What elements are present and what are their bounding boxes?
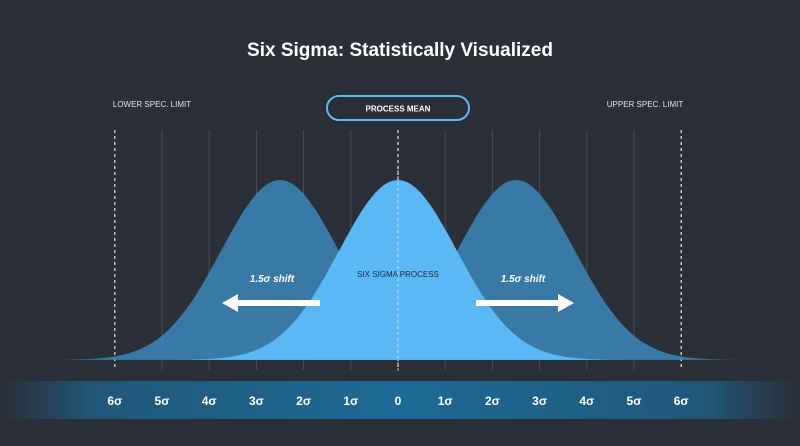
sigma-tick-label: 5σ (155, 394, 170, 408)
six-sigma-process-label: SIX SIGMA PROCESS (357, 270, 439, 279)
sigma-axis-ticks: 6σ 5σ 4σ 3σ 2σ 1σ 0 1σ 2σ 3σ 4σ 5σ 6σ (107, 394, 688, 408)
sigma-tick-label: 3σ (249, 394, 264, 408)
left-shift-arrow (222, 294, 320, 312)
sigma-tick-label: 5σ (627, 394, 642, 408)
sigma-tick-label: 3σ (532, 394, 547, 408)
sigma-axis-band (0, 381, 800, 419)
right-shift-label: 1.5σ shift (501, 274, 546, 285)
process-mean-label: PROCESS MEAN (366, 105, 431, 114)
sigma-tick-label: 0 (395, 394, 402, 408)
left-shift-label: 1.5σ shift (250, 274, 295, 285)
sigma-tick-label: 4σ (579, 394, 594, 408)
sigma-tick-label: 4σ (202, 394, 217, 408)
sigma-tick-label: 2σ (485, 394, 500, 408)
sigma-tick-label: 1σ (343, 394, 358, 408)
sigma-tick-label: 1σ (438, 394, 453, 408)
page-title: Six Sigma: Statistically Visualized (247, 40, 553, 61)
process-mean-pill: PROCESS MEAN (326, 95, 470, 121)
sigma-tick-label: 6σ (107, 394, 122, 408)
distribution-curves (53, 180, 743, 360)
lower-spec-limit-label: LOWER SPEC. LIMIT (113, 100, 191, 109)
right-shift-arrow (476, 294, 574, 312)
sigma-tick-label: 2σ (296, 394, 311, 408)
left-shifted-curve (53, 180, 507, 360)
upper-spec-limit-label: UPPER SPEC. LIMIT (607, 100, 684, 109)
right-shifted-curve (289, 180, 743, 360)
sigma-tick-label: 6σ (674, 394, 689, 408)
center-distribution-curve (171, 180, 625, 360)
